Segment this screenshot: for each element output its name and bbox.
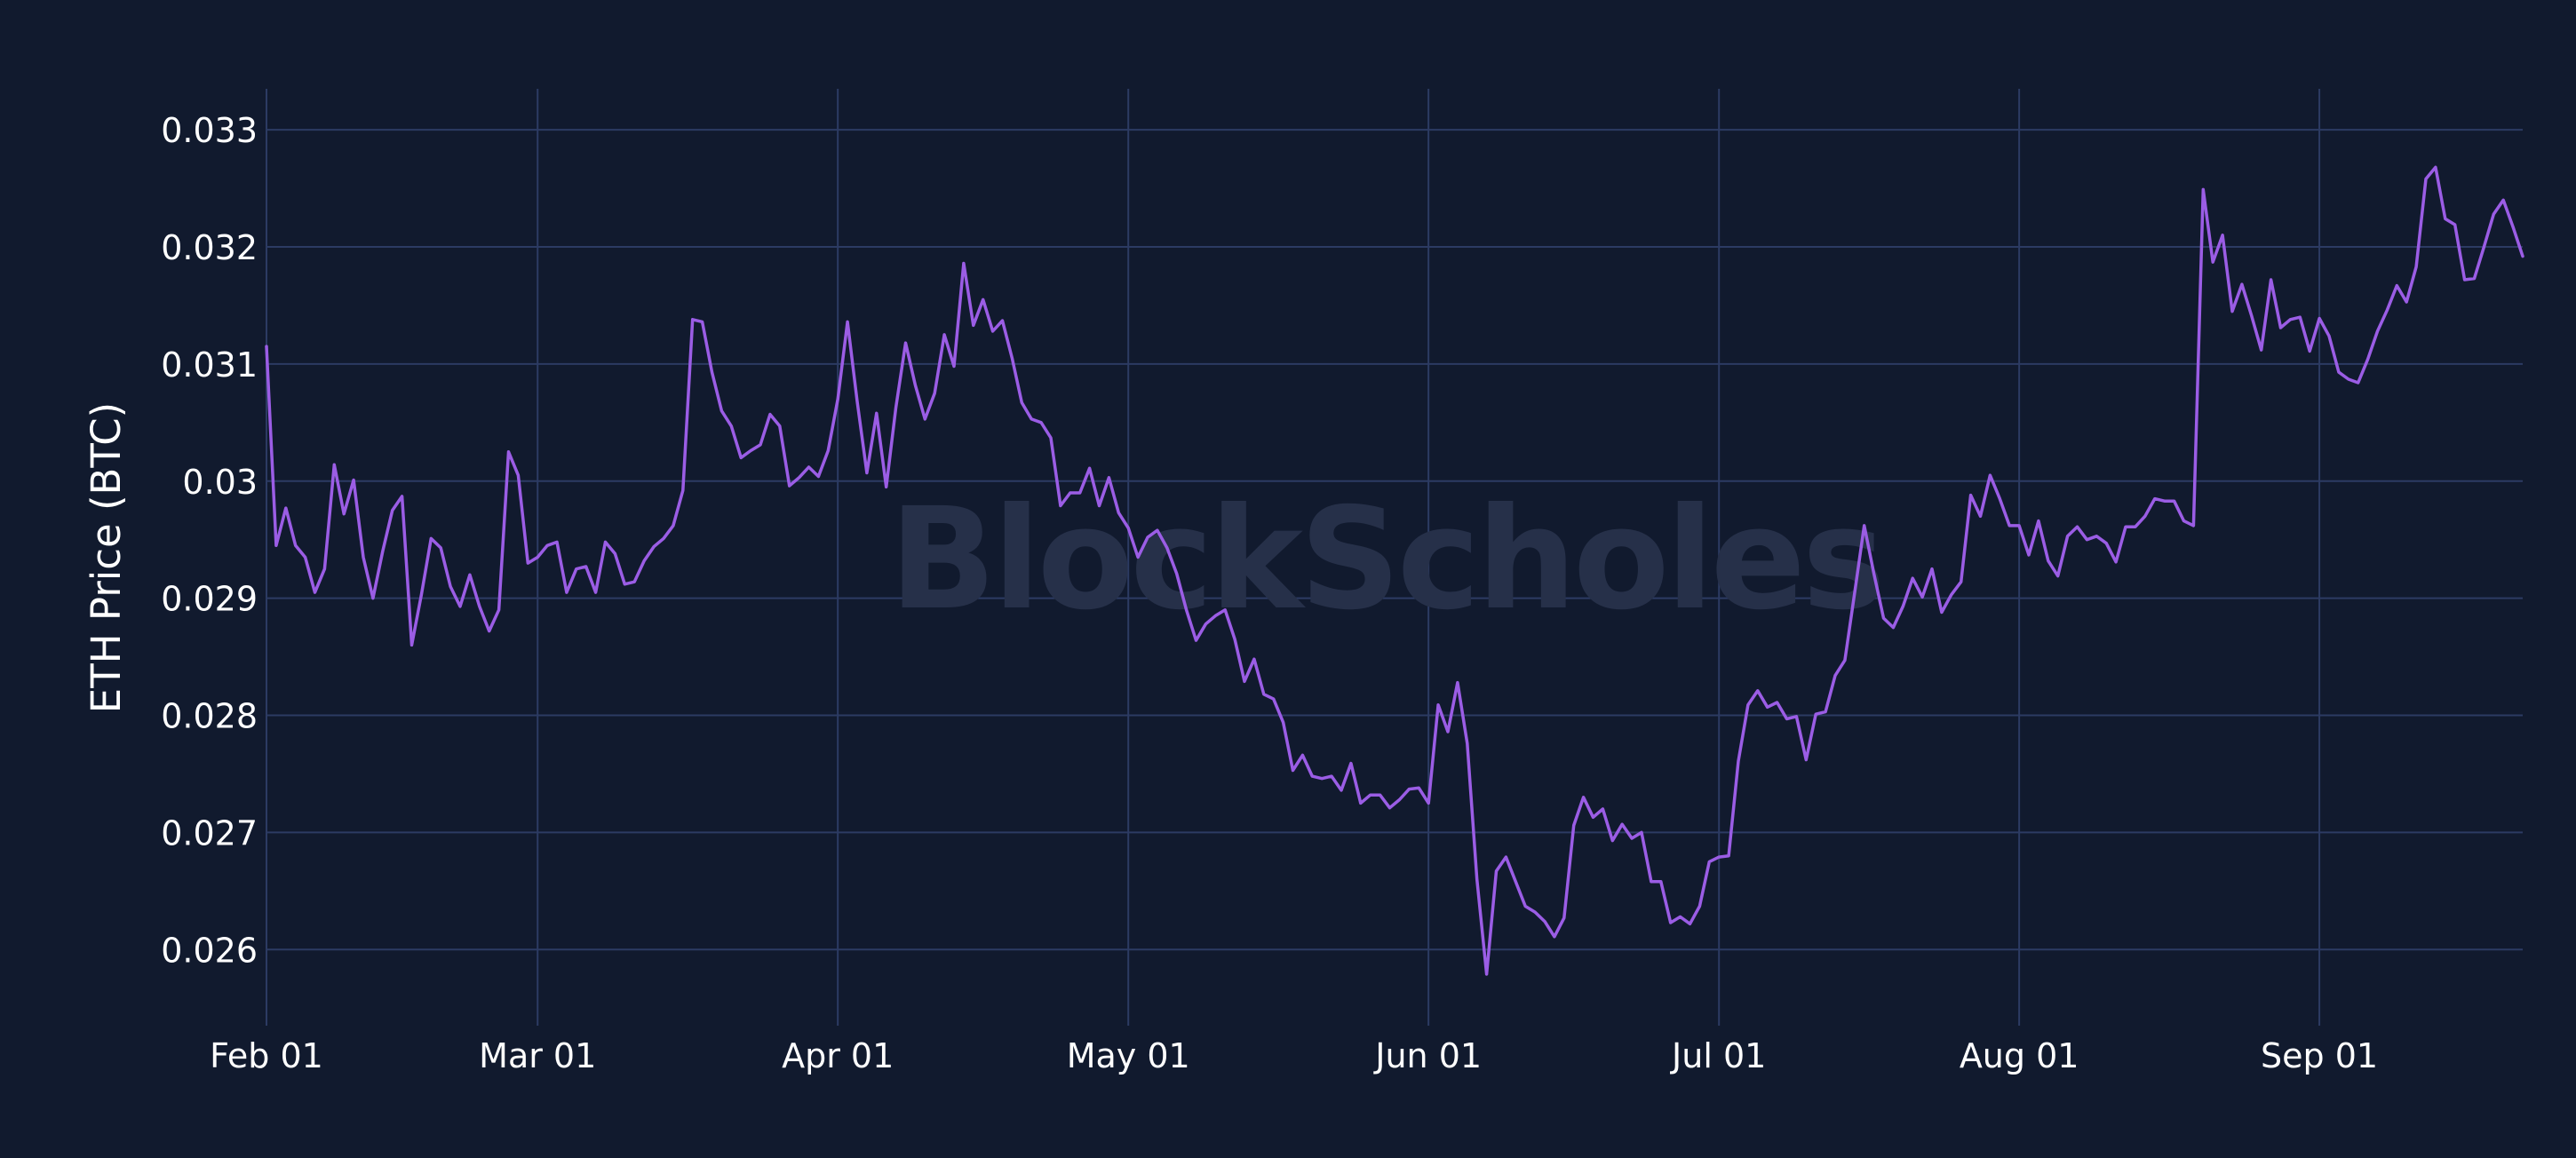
y-tick-label: 0.026 bbox=[161, 931, 258, 970]
series-layer bbox=[265, 165, 2524, 976]
x-axis-ticks: Feb 01 Mar 01 Apr 01 May 01 Jun 01 Jul 01 Aug … bbox=[210, 1036, 2378, 1075]
y-axis-label: ETH Price (BTC) bbox=[83, 402, 130, 713]
x-tick-label: May 01 bbox=[1067, 1036, 1190, 1075]
x-tick-label: Mar 01 bbox=[479, 1036, 596, 1075]
x-tick-label: Aug 01 bbox=[1960, 1036, 2079, 1075]
watermark-logo: BlockScholes bbox=[889, 478, 1886, 641]
y-tick-label: 0.03 bbox=[182, 463, 258, 502]
y-tick-label: 0.033 bbox=[161, 111, 258, 150]
x-tick-label: Apr 01 bbox=[782, 1036, 894, 1075]
x-tick-label: Sep 01 bbox=[2261, 1036, 2378, 1075]
y-tick-label: 0.029 bbox=[161, 580, 258, 619]
series-line bbox=[265, 165, 2524, 976]
y-axis-ticks: 0.026 0.027 0.028 0.029 0.03 0.031 0.032 0.033 bbox=[161, 111, 258, 970]
y-tick-label: 0.031 bbox=[161, 345, 258, 385]
watermark-text: BlockScholes bbox=[889, 478, 1882, 641]
y-tick-label: 0.027 bbox=[161, 813, 258, 853]
x-tick-label: Jun 01 bbox=[1373, 1036, 1482, 1075]
y-tick-label: 0.028 bbox=[161, 697, 258, 736]
x-tick-label: Feb 01 bbox=[210, 1036, 323, 1075]
x-tick-label: Jul 01 bbox=[1670, 1036, 1766, 1075]
y-tick-label: 0.032 bbox=[161, 228, 258, 267]
grid-layer bbox=[266, 89, 2523, 1026]
